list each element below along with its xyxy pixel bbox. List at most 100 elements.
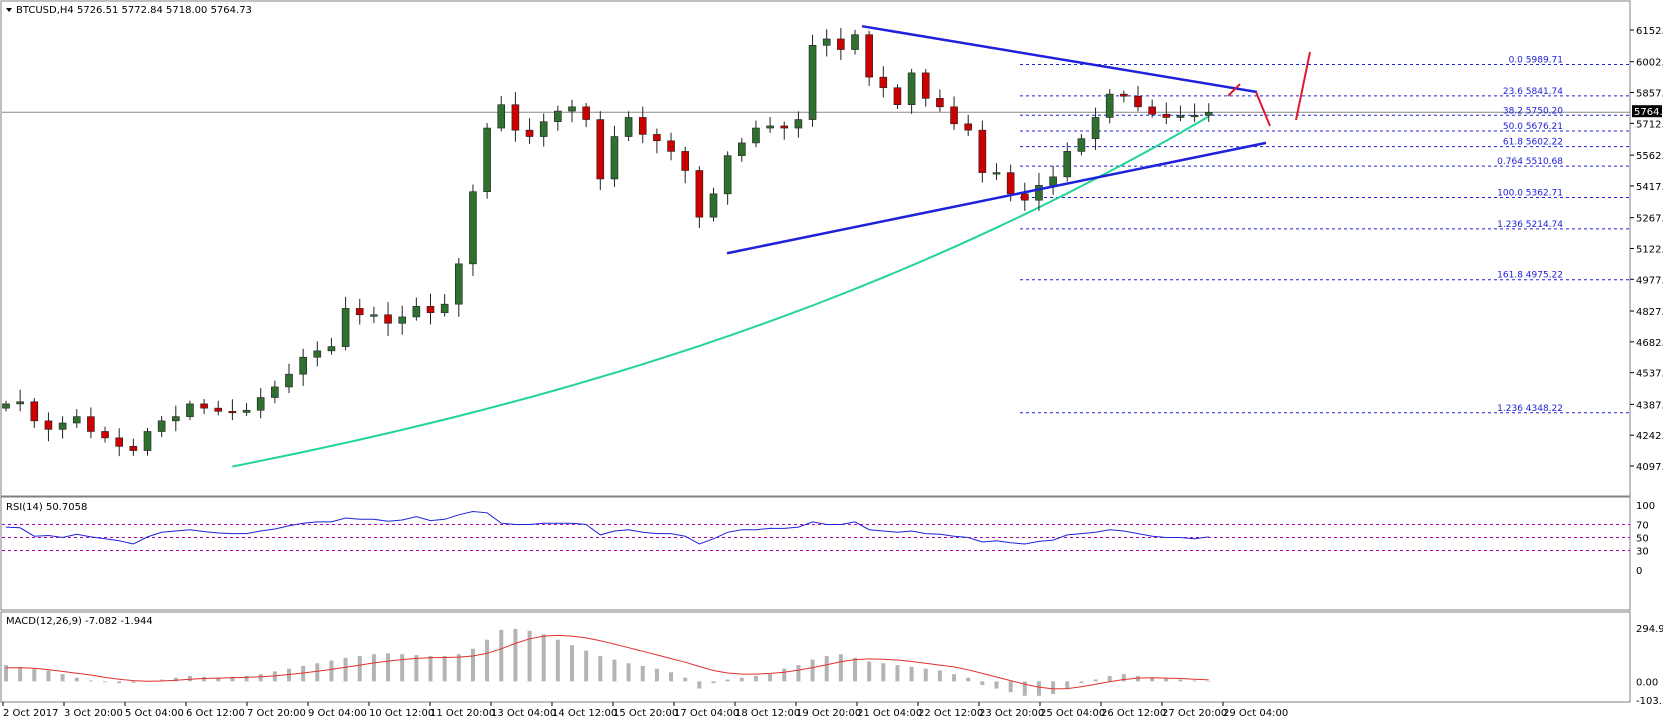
macd-histogram-bar <box>541 634 546 682</box>
macd-histogram-bar <box>173 677 178 682</box>
bull-candle <box>624 117 633 137</box>
macd-histogram-bar <box>1206 681 1211 682</box>
bull-candle <box>851 34 859 50</box>
macd-histogram-bar <box>1093 679 1098 682</box>
macd-histogram-bar <box>923 668 928 682</box>
support-trendline <box>726 141 1267 255</box>
macd-histogram-bar <box>1051 681 1056 695</box>
macd-panel-frame <box>0 611 1631 703</box>
macd-histogram-bar <box>117 681 122 684</box>
x-tick-label: 6 Oct 12:00 <box>186 708 245 719</box>
x-tick-label: 22 Oct 12:00 <box>918 708 983 719</box>
bear-candle <box>101 431 109 439</box>
forecast-arrow-3 <box>1295 51 1311 121</box>
bear-candle <box>200 403 208 409</box>
bear-candle <box>653 134 661 142</box>
bull-candle <box>766 125 774 129</box>
bear-candle <box>780 125 789 129</box>
y-tick-label: 5562.50 <box>1636 151 1663 162</box>
macd-histogram-bar <box>244 675 249 682</box>
fib-level-label: 1.236 4348.22 <box>1497 404 1563 414</box>
macd-histogram-bar <box>994 681 999 689</box>
bull-candle <box>327 346 336 352</box>
y-tick-label: 5267.70 <box>1636 214 1663 225</box>
macd-histogram-bar <box>442 656 447 682</box>
macd-histogram-bar <box>1008 681 1013 693</box>
macd-tick-label: 0.00 <box>1636 677 1658 688</box>
bear-candle <box>1020 193 1029 201</box>
bull-candle <box>723 155 732 195</box>
macd-histogram-bar <box>966 677 971 682</box>
bull-candle <box>1105 93 1114 118</box>
y-tick-label: 4682.50 <box>1636 338 1663 349</box>
macd-histogram-bar <box>386 653 391 682</box>
bull-candle <box>610 136 619 180</box>
rsi-indicator: 100 70 50 30 0 <box>2 501 1655 577</box>
x-tick-label: 21 Oct 04:00 <box>857 708 922 719</box>
axis-labels: 6152.10 6002.50 5857.30 5712.10 5562.50 5417.… <box>2 26 1663 719</box>
macd-histogram-bar <box>88 680 93 682</box>
macd-histogram-bar <box>753 675 758 682</box>
bull-candle <box>554 110 562 122</box>
svg-text:5764.73: 5764.73 <box>1634 107 1663 118</box>
bear-candle <box>1120 93 1128 97</box>
moving-average-line <box>232 115 1210 468</box>
macd-histogram-bar <box>909 666 914 682</box>
bull-candle <box>2 403 10 409</box>
macd-histogram-bar <box>513 628 518 682</box>
bull-candle <box>440 303 449 313</box>
macd-histogram-bar <box>258 674 263 682</box>
bear-candle <box>950 106 958 125</box>
macd-histogram-bar <box>1065 681 1070 689</box>
bear-candle <box>214 407 223 412</box>
bull-candle <box>1049 176 1057 186</box>
bear-candle <box>1162 113 1171 118</box>
trendlines <box>726 24 1267 255</box>
macd-histogram-bar <box>654 668 659 682</box>
fibonacci-levels: 0.0 5989.71 23.6 5841.74 38.2 5750.20 50.0 … <box>1020 55 1630 414</box>
x-tick-label: 10 Oct 12:00 <box>369 708 434 719</box>
bear-candle <box>865 34 873 78</box>
macd-histogram-bar <box>1192 680 1197 682</box>
macd-histogram-bar <box>131 681 136 683</box>
rsi-tick-label: 100 <box>1636 501 1655 512</box>
bull-candle <box>568 106 576 112</box>
macd-header: MACD(12,26,9) -7.082 -1.944 <box>6 616 153 627</box>
macd-histogram-bar <box>357 656 362 682</box>
bear-candle <box>964 123 973 131</box>
macd-histogram-bar <box>60 674 65 682</box>
macd-histogram-bar <box>32 668 37 682</box>
macd-histogram-bar <box>1178 679 1183 682</box>
candlesticks <box>2 27 1213 457</box>
bear-candle <box>426 305 435 313</box>
resistance-trendline <box>861 24 1258 94</box>
macd-histogram-bar <box>315 663 320 682</box>
bear-candle <box>681 151 690 171</box>
fib-level-label: 50.0 5676.21 <box>1503 122 1563 132</box>
bull-candle <box>1176 115 1185 118</box>
bull-candle <box>709 193 718 218</box>
macd-histogram-bar <box>768 674 773 682</box>
x-tick-label: 29 Oct 04:00 <box>1223 708 1288 719</box>
bear-candle <box>87 416 95 432</box>
y-tick-label: 4537.30 <box>1636 369 1663 380</box>
forecast-arrow-1 <box>1227 83 1241 97</box>
y-tick-label: 4827.70 <box>1636 307 1663 318</box>
bear-candle <box>596 119 605 180</box>
bull-candle <box>992 172 1001 175</box>
macd-histogram-bar <box>187 675 192 682</box>
bull-candle <box>469 191 477 265</box>
rsi-header: RSI(14) 50.7058 <box>6 502 87 513</box>
bull-candle <box>1204 112 1213 116</box>
macd-histogram-bar <box>555 639 560 682</box>
dropdown-triangle-icon[interactable] <box>6 8 12 12</box>
bear-candle <box>893 87 902 106</box>
rsi-line <box>5 510 1209 545</box>
macd-histogram-bar <box>1136 675 1140 682</box>
macd-histogram-bar <box>711 681 716 684</box>
bear-candle <box>44 420 53 430</box>
rsi-panel-frame <box>0 496 1631 611</box>
macd-histogram-bar <box>46 670 51 682</box>
macd-histogram-bar <box>796 665 801 682</box>
